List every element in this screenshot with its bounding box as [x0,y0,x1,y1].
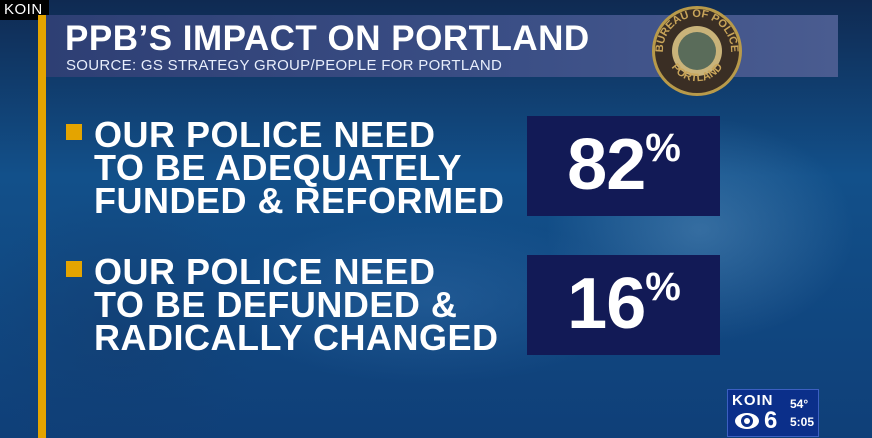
statement-line: TO BE ADEQUATELY [94,147,463,188]
bullet-icon [66,261,82,277]
statement-line: OUR POLICE NEED [94,251,436,292]
station-name: KOIN [732,392,774,409]
statement-line: FUNDED & REFORMED [94,180,505,221]
corner-tag: KOIN [0,0,49,20]
page-title: PPB’S IMPACT ON PORTLAND [65,19,590,58]
statement-line: TO BE DEFUNDED & [94,284,458,325]
statement-line: OUR POLICE NEED [94,114,436,155]
seal-text-bottom: PORTLAND [669,61,725,84]
percentage-box: 82% [527,116,720,216]
percentage-value: 16% [567,264,681,344]
source-line: SOURCE: GS STRATEGY GROUP/PEOPLE FOR POR… [66,57,503,74]
percentage-box: 16% [527,255,720,355]
statement-line: RADICALLY CHANGED [94,317,499,358]
cbs-eye-icon [735,413,759,429]
svg-text:PORTLAND: PORTLAND [669,61,725,84]
channel-number: 6 [764,407,778,434]
accent-bar [38,15,46,438]
clock: 5:05 [790,415,815,429]
police-seal-icon: BUREAU OF POLICE PORTLAND [652,6,742,96]
percentage-value: 82% [567,125,681,205]
bullet-icon [66,124,82,140]
station-logo: KOIN 6 [727,389,819,437]
temperature: 54° [790,397,809,411]
